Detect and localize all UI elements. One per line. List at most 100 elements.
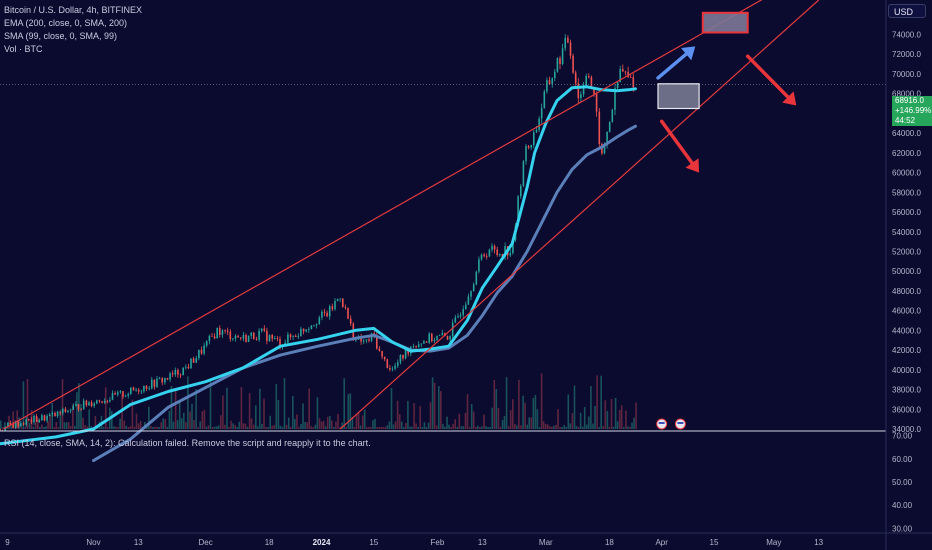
volume-bar [345,426,347,429]
volume-bar [487,427,489,429]
candle-body [292,335,294,337]
candle-body [585,76,587,86]
candle-body [383,356,386,360]
candle-body [247,335,250,342]
volume-bar [616,421,619,429]
ema-legend[interactable]: EMA (200, close, 0, SMA, 200) [4,18,128,28]
target-box[interactable] [701,11,749,34]
candle-body [101,401,103,403]
volume-bar [592,423,594,429]
candle-body [143,385,145,392]
volume-bar [522,395,524,429]
candle-body [151,379,153,389]
sma-legend[interactable]: SMA (99, close, 0, SMA, 99) [4,31,118,41]
price-tick-label: 38000.0 [892,386,921,395]
annotations[interactable] [656,11,797,430]
candle-body [54,413,56,417]
candle-body [323,311,326,313]
volume-bar [129,426,132,429]
candle-body [391,368,394,370]
volume-bar [106,427,109,429]
candle-body [559,58,561,64]
candle-body [527,146,530,148]
candle-body [459,315,462,317]
volume-bar [10,425,12,429]
volume-bar [164,418,167,429]
arrow-head [681,46,696,61]
candle-body [546,80,548,92]
candle-body [480,254,483,260]
volume-bar [392,424,395,429]
us-flag-2-icon[interactable] [674,418,686,430]
volume-bar [524,402,526,429]
volume-bar [135,413,138,429]
volume-legend[interactable]: Vol · BTC [4,44,43,54]
volume-bar [472,411,475,429]
candle-body [470,291,472,297]
volume-bar [59,409,62,429]
candle-body [106,401,109,402]
volume-bar [569,423,572,429]
volume-bar [113,426,115,429]
trendlines [3,0,820,430]
volume-bar [530,417,533,429]
symbol-title[interactable]: Bitcoin / U.S. Dollar, 4h, BITFINEX [4,5,143,15]
volume-bar [534,395,537,429]
price-candles [0,34,635,432]
rsi-axis[interactable]: 70.00 60.00 50.00 40.00 30.00 [892,432,913,534]
volume-bar [88,409,90,429]
arrow-red-down-1[interactable] [659,119,700,173]
trendline-lower[interactable] [339,0,820,430]
volume-bar [583,407,586,429]
volume-bar [483,414,485,429]
candle-body [376,335,378,349]
volume-bar [347,394,350,429]
candle-body [122,391,124,397]
volume-bar [456,427,459,429]
candle-body [530,145,532,148]
volume-bar [452,424,454,429]
candle-body [606,131,608,146]
time-axis[interactable]: 9 Nov 13 Dec 18 2024 15 Feb 13 Mar 18 Apr 15 May 13 [5,538,823,547]
volume-bar [43,427,45,429]
candle-body [457,316,459,318]
volume-bar [598,427,600,429]
candle-body [166,378,169,380]
volume-bar [577,427,580,429]
volume-bar [189,411,191,429]
volume-bar [602,426,604,429]
trendline-upper[interactable] [3,0,819,430]
us-flag-1-icon[interactable] [656,418,668,430]
price-tick-label: 62000.0 [892,149,921,158]
candle-body [245,335,247,342]
current-box[interactable] [657,83,700,110]
volume-bar [119,418,121,429]
volume-bar [538,427,541,429]
currency-button[interactable]: USD [888,4,926,18]
volume-bar [544,424,547,429]
candle-body [232,338,234,340]
candle-body [174,370,177,375]
candle-body [242,335,245,339]
candle-body [349,318,352,324]
volume-bar [228,427,230,429]
candle-body [75,404,77,406]
arrow-red-down-2[interactable] [745,54,797,106]
volume-bar [65,422,68,429]
volume-bar [536,409,539,429]
volume-bar [337,413,339,429]
volume-bar [269,415,271,429]
candle-body [271,334,273,339]
volume-bar [372,420,374,429]
volume-bar [353,427,356,429]
candle-body [425,341,428,343]
candle-body [616,82,619,89]
candle-body [313,325,315,327]
arrow-blue-up[interactable] [656,46,696,80]
price-tick-label: 44000.0 [892,326,921,335]
arrow-head [685,158,700,173]
volume-bar [312,427,315,429]
candle-body [140,391,143,393]
